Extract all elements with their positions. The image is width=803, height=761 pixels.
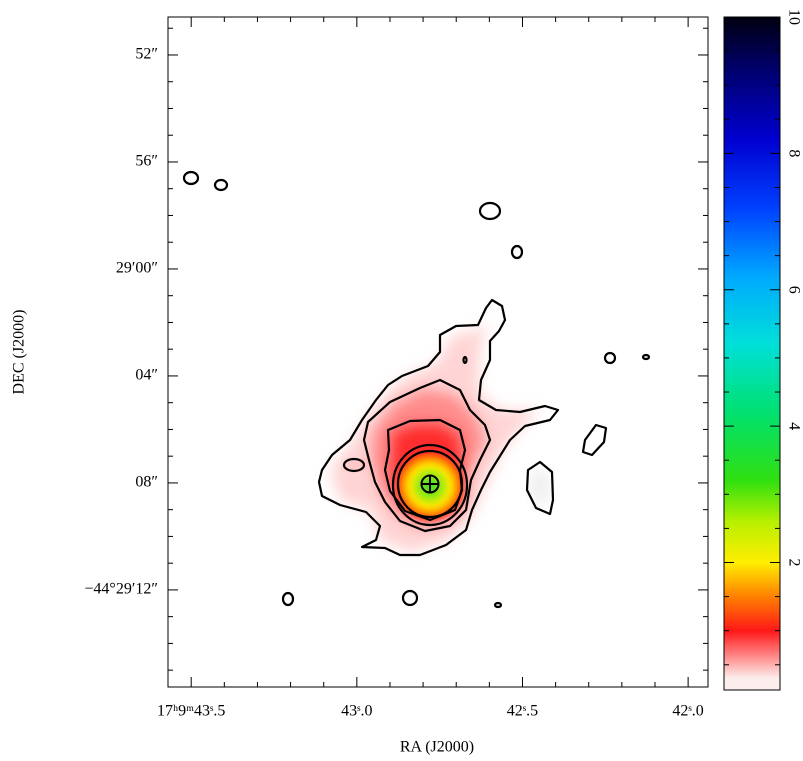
y-tick-label: 29′00″: [116, 260, 158, 277]
x-tick-label: 43ˢ.0: [341, 703, 372, 720]
plot-frame: [167, 16, 709, 688]
y-tick-label: −44°29′12″: [84, 581, 158, 598]
source-marker: [420, 474, 440, 494]
x-axis-label: RA (J2000): [400, 739, 474, 756]
y-tick-label: 04″: [135, 367, 158, 384]
contours: [182, 170, 651, 609]
x-tick-label: 17ʰ9ᵐ43ˢ.5: [157, 703, 225, 720]
colorbar-tick-label: 8: [785, 149, 802, 157]
x-tick-label: 42ˢ.5: [507, 703, 538, 720]
x-tick-label: 42ˢ.0: [672, 703, 703, 720]
colorbar-tick-label: 6: [785, 286, 802, 294]
colorbar-tick-label: 2: [785, 558, 802, 566]
y-axis-label: DEC (J2000): [11, 310, 28, 395]
colorbar-tick-label: 10: [785, 9, 802, 25]
y-tick-label: 52″: [135, 46, 158, 63]
colorbar: [723, 16, 781, 691]
y-tick-label: 08″: [135, 474, 158, 491]
emission-image: [330, 322, 550, 552]
y-tick-label: 56″: [135, 153, 158, 170]
colorbar-tick-label: 4: [785, 422, 802, 430]
